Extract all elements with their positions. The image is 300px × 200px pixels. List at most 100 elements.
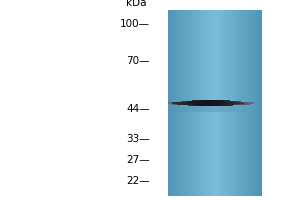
Text: kDa: kDa xyxy=(127,0,147,8)
Bar xyxy=(183,106,184,112)
Bar xyxy=(195,10,196,196)
Bar xyxy=(231,106,232,112)
Bar xyxy=(175,106,176,112)
Bar xyxy=(180,10,181,196)
Bar xyxy=(180,106,181,112)
Bar xyxy=(215,106,216,112)
Bar xyxy=(198,106,199,112)
Bar xyxy=(234,106,235,112)
Bar xyxy=(194,101,195,105)
Bar xyxy=(225,106,226,112)
Bar xyxy=(178,102,179,105)
Bar xyxy=(238,10,239,196)
Bar xyxy=(216,101,217,105)
Bar xyxy=(221,101,222,105)
Bar xyxy=(191,101,192,105)
Bar xyxy=(225,102,226,105)
Bar xyxy=(174,102,175,104)
Bar xyxy=(217,10,218,196)
Bar xyxy=(233,106,234,112)
Bar xyxy=(174,10,175,196)
Bar xyxy=(197,10,198,196)
Bar xyxy=(207,101,208,106)
Bar xyxy=(227,10,228,196)
Bar xyxy=(198,101,199,105)
Bar xyxy=(257,10,258,196)
Bar xyxy=(212,10,213,196)
Bar xyxy=(219,106,220,112)
Bar xyxy=(235,102,236,104)
Bar xyxy=(235,10,236,196)
Bar xyxy=(171,10,172,196)
Bar xyxy=(238,102,239,104)
Text: 44—: 44— xyxy=(126,104,150,114)
Bar xyxy=(199,10,200,196)
Bar xyxy=(242,106,243,112)
Bar xyxy=(178,10,179,196)
Bar xyxy=(204,106,205,112)
Bar xyxy=(259,10,260,196)
Bar xyxy=(176,106,177,112)
Bar xyxy=(196,101,197,105)
Bar xyxy=(232,106,233,112)
Bar xyxy=(198,10,199,196)
Bar xyxy=(186,101,187,105)
Bar xyxy=(237,10,238,196)
Bar xyxy=(237,106,238,112)
Bar xyxy=(215,101,216,105)
Bar xyxy=(182,106,183,112)
Bar xyxy=(205,101,206,106)
Bar xyxy=(197,106,198,112)
Bar xyxy=(213,106,214,112)
Bar xyxy=(246,10,247,196)
Bar xyxy=(232,102,233,105)
Bar xyxy=(213,101,214,105)
Bar xyxy=(226,106,227,112)
Bar xyxy=(196,106,197,112)
Bar xyxy=(223,10,224,196)
Bar xyxy=(172,106,173,112)
Bar xyxy=(252,10,253,196)
Bar xyxy=(226,102,227,105)
Bar xyxy=(209,10,210,196)
Bar xyxy=(190,101,191,105)
Bar xyxy=(214,106,215,112)
Bar xyxy=(207,106,208,112)
Bar xyxy=(209,101,210,106)
Bar xyxy=(220,10,221,196)
Bar xyxy=(227,106,228,112)
Bar xyxy=(244,106,245,112)
Bar xyxy=(176,102,177,104)
Bar xyxy=(203,106,204,112)
Bar xyxy=(200,106,201,112)
Bar xyxy=(232,10,233,196)
Bar xyxy=(207,10,208,196)
Bar xyxy=(184,106,185,112)
Bar xyxy=(256,10,257,196)
Bar xyxy=(214,10,215,196)
Bar xyxy=(193,106,194,112)
Text: 33—: 33— xyxy=(126,134,150,144)
Bar xyxy=(203,101,204,106)
Bar xyxy=(200,10,201,196)
Bar xyxy=(206,10,207,196)
Bar xyxy=(201,10,202,196)
Bar xyxy=(201,106,202,112)
Bar xyxy=(222,10,223,196)
Bar xyxy=(255,10,256,196)
Bar xyxy=(205,106,206,112)
Bar xyxy=(189,106,190,112)
Bar xyxy=(228,106,229,112)
Bar xyxy=(245,106,246,112)
Bar xyxy=(184,10,185,196)
Bar xyxy=(228,10,229,196)
Bar xyxy=(228,102,229,105)
Bar xyxy=(234,102,235,104)
Bar xyxy=(222,101,223,105)
Text: 100—: 100— xyxy=(120,19,150,29)
Bar xyxy=(172,10,173,196)
Bar xyxy=(229,106,230,112)
Bar xyxy=(243,10,244,196)
Bar xyxy=(189,10,190,196)
Bar xyxy=(205,10,206,196)
